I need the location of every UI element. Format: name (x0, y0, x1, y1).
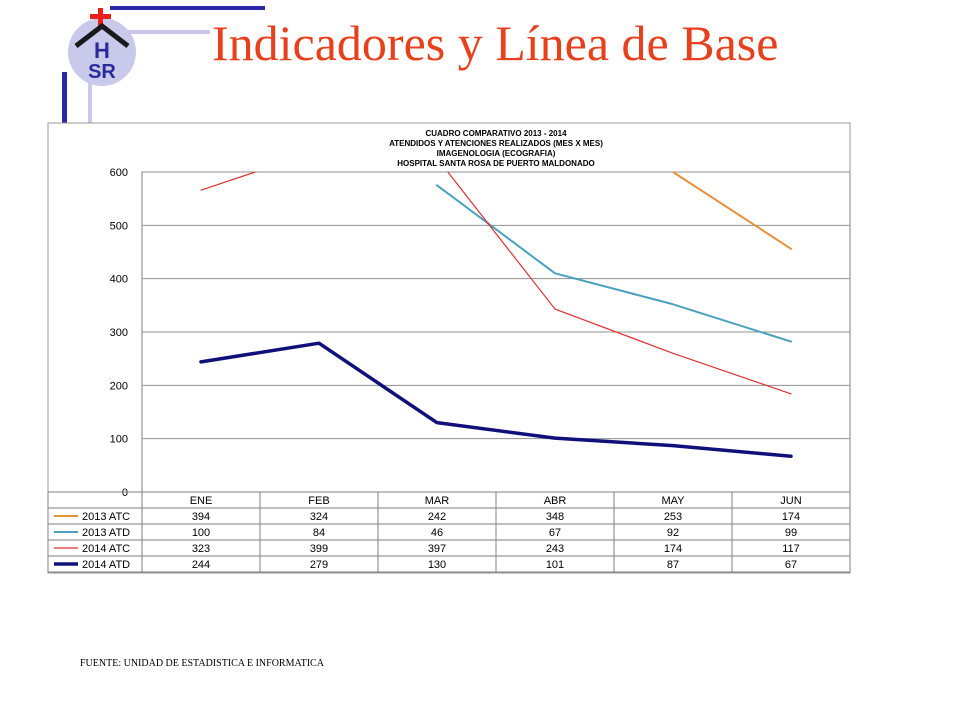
legend-label: 2014 ATD (82, 559, 130, 571)
logo-letter-h: H (94, 38, 110, 63)
data-table: ENE FEB MAR ABR MAY JUN 2013 ATC 394 324 242 348 25… (47, 491, 851, 573)
category-label-feb: FEB (308, 495, 329, 507)
data-label: 67 (785, 559, 797, 571)
y-axis: 0 100 200 300 400 500 600 (110, 167, 128, 499)
y-tick-label: 500 (110, 220, 128, 232)
decor-light-top-bar (100, 30, 210, 34)
data-label: 174 (782, 511, 800, 523)
data-label: 84 (313, 527, 325, 539)
data-label: 348 (546, 511, 564, 523)
data-label: 117 (782, 543, 800, 555)
logo-roof-icon (74, 22, 130, 48)
data-label: 100 (192, 527, 210, 539)
slide-title: Indicadores y Línea de Base (212, 15, 779, 71)
data-label: 87 (667, 559, 679, 571)
data-label: 397 (428, 543, 446, 555)
data-label: 67 (549, 527, 561, 539)
y-tick-label: 400 (110, 274, 128, 286)
source-note: FUENTE: UNIDAD DE ESTADISTICA E INFORMAT… (80, 658, 324, 669)
y-tick-label: 200 (110, 380, 128, 392)
series-line-2014-atd (199, 341, 793, 459)
series-lines (199, 172, 793, 459)
chart-title-line-4: HOSPITAL SANTA ROSA DE PUERTO MALDONADO (397, 159, 595, 168)
data-label: 242 (428, 511, 446, 523)
data-label: 323 (192, 543, 210, 555)
data-label: 46 (431, 527, 443, 539)
series-line-2014-atc (200, 172, 792, 395)
series-line-2013-atd (436, 184, 792, 343)
decor-blue-top-bar (110, 6, 265, 10)
legend-label: 2013 ATC (82, 511, 130, 523)
data-label: 253 (664, 511, 682, 523)
category-label-may: MAY (661, 495, 685, 507)
y-tick-label: 300 (110, 327, 128, 339)
logo-circle (68, 18, 136, 86)
data-label: 394 (192, 511, 210, 523)
chart-title-line-2: ATENDIDOS Y ATENCIONES REALIZADOS (MES X… (389, 139, 603, 148)
legend-label: 2014 ATC (82, 543, 130, 555)
gridlines (142, 171, 850, 440)
y-tick-label: 100 (110, 434, 128, 446)
legend-label: 2013 ATD (82, 527, 130, 539)
hospital-logo: H SR (68, 8, 136, 86)
category-label-jun: JUN (780, 495, 801, 507)
category-label-mar: MAR (425, 495, 450, 507)
logo-letters-sr: SR (88, 61, 116, 83)
data-label: 279 (310, 559, 328, 571)
chart-title-line-1: CUADRO COMPARATIVO 2013 - 2014 (425, 129, 567, 138)
data-label: 174 (664, 543, 682, 555)
y-tick-label: 600 (110, 167, 128, 179)
logo-cross-horizontal (90, 14, 111, 19)
decor-light-left-bar (88, 30, 92, 168)
data-label: 101 (546, 559, 564, 571)
data-label: 324 (310, 511, 328, 523)
category-label-abr: ABR (544, 495, 567, 507)
y-tick-label: 0 (122, 487, 128, 499)
data-label: 244 (192, 559, 210, 571)
data-label: 243 (546, 543, 564, 555)
data-label: 92 (667, 527, 679, 539)
category-label-ene: ENE (190, 495, 213, 507)
series-line-2013-atc (672, 172, 792, 250)
chart-title-line-3: IMAGENOLOGIA (ECOGRAFIA) (437, 149, 556, 158)
table-border (47, 491, 851, 573)
chart-title: CUADRO COMPARATIVO 2013 - 2014ATENDIDOS … (389, 129, 603, 168)
data-label: 130 (428, 559, 446, 571)
data-label: 99 (785, 527, 797, 539)
data-label: 399 (310, 543, 328, 555)
